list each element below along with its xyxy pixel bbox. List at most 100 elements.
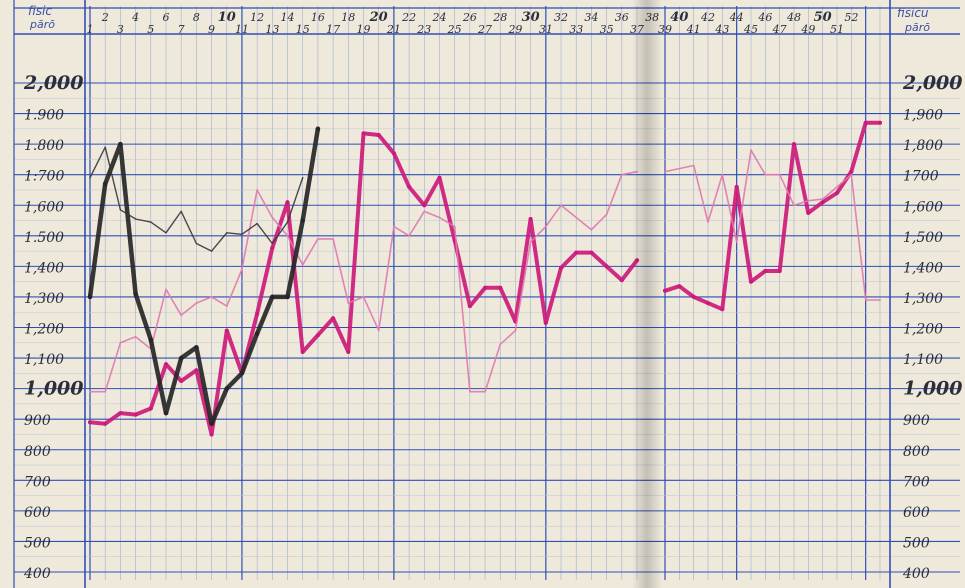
data-point [104,146,106,148]
y-tick-label-left: 400 [23,566,51,582]
x-tick-label-top: 16 [311,11,325,24]
x-tick-label-top: 42 [700,11,715,24]
x-tick-label-bottom: 29 [507,23,522,36]
y-tick-label-right: 1,000 [903,378,963,400]
data-point [255,311,260,316]
x-tick-label-top: 22 [401,11,416,24]
x-tick-label-top: 4 [131,11,139,24]
y-tick-label-left: 1,400 [24,260,64,276]
x-tick-label-bottom: 7 [178,23,185,36]
right-header-bottom: pārō [904,21,930,34]
data-point [195,302,198,304]
y-axis-right: 2,000 1,900 1,800 1700 1,600 1,500 1,400 1,300 1… [902,72,963,582]
data-point [678,167,681,170]
data-point [165,288,167,291]
data-point [332,238,334,240]
x-tick-label-bottom: 23 [416,23,431,36]
data-point [407,184,412,189]
data-point [271,216,274,219]
y-tick-label-left: 1.800 [24,138,64,154]
x-tick-label-top: 2 [101,11,109,24]
data-point [734,184,739,189]
x-tick-label-bottom: 33 [569,23,583,36]
data-point [777,269,782,273]
data-point [438,216,441,219]
left-header-top: fisic [28,4,52,18]
x-tick-label-top: 44 [729,11,744,24]
x-tick-label-top: 52 [844,11,858,24]
x-tick-label-bottom: 21 [386,23,401,36]
data-point [180,314,182,317]
x-tick-label-bottom: 49 [800,23,815,36]
x-tick-label-bottom: 3 [117,23,124,36]
data-point [180,210,182,213]
x-tick-label-bottom: 1 [87,23,94,36]
data-point [408,235,410,237]
y-tick-label-right: 900 [903,413,930,429]
y-tick-label-left: 800 [24,444,51,460]
y-tick-label-left: 500 [24,535,51,551]
data-point [226,305,228,307]
data-point [163,410,169,416]
data-point [89,390,91,393]
data-point [484,390,486,393]
data-point [210,296,213,298]
data-point [749,279,753,284]
y-tick-label-right: 500 [903,535,930,551]
data-point [118,141,123,147]
data-point [209,421,214,427]
data-point [119,209,122,211]
page-fold [632,0,662,588]
data-point [134,335,137,338]
x-tick-label-bottom: 17 [326,23,340,36]
data-point [178,355,184,361]
data-point [133,412,138,417]
data-point [148,406,153,411]
y-tick-label-left: 1,000 [24,378,84,400]
data-point [677,284,682,289]
data-point [224,386,230,391]
x-tick-label-top: 28 [492,11,507,24]
x-tick-label-top: 26 [462,11,477,24]
x-tick-label-bottom: 5 [147,23,154,36]
data-point [778,173,781,176]
data-point [102,181,108,187]
data-point [88,420,92,425]
x-tick-label-bottom: 41 [686,23,701,36]
data-point [864,299,867,301]
data-point [806,210,811,215]
data-point [590,228,593,231]
x-tick-label-bottom: 11 [235,23,249,36]
data-point [605,213,608,216]
y-tick-label-left: 900 [24,413,51,429]
x-tick-label-top: 14 [281,11,295,24]
y-tick-label-left: 600 [24,505,51,521]
y-tick-label-right: 600 [903,505,930,521]
data-point [241,233,243,235]
x-tick-label-top: 48 [786,11,801,24]
left-header-bottom: pārō [29,18,55,31]
data-point [302,177,304,179]
data-point [165,232,167,234]
y-tick-label-right: 1,100 [903,352,943,368]
data-point [621,173,623,176]
data-point [707,221,709,223]
data-point [241,268,243,271]
y-tick-label-left: 1.500 [24,230,64,246]
x-tick-label-bottom: 43 [714,23,729,36]
data-point [239,371,245,376]
data-point [270,246,275,250]
data-point [346,349,351,354]
data-point [820,200,825,205]
data-point [317,238,319,240]
data-point [103,421,108,426]
data-point [286,235,289,237]
x-tick-label-top: 50 [814,10,832,25]
y-tick-label-left: 2,000 [23,72,84,94]
series-line-3 [87,126,321,427]
data-point [256,222,258,225]
data-point [376,133,381,137]
data-point [150,221,152,223]
